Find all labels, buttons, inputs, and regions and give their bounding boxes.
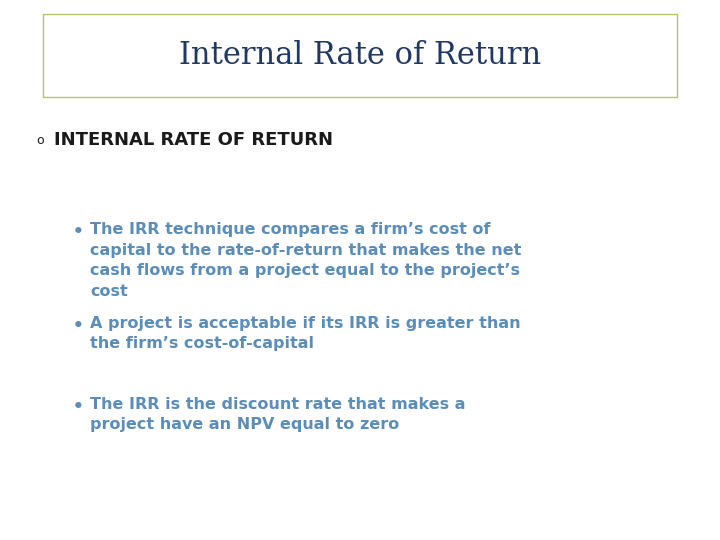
Text: Internal Rate of Return: Internal Rate of Return <box>179 40 541 71</box>
Text: •: • <box>71 316 84 336</box>
Text: •: • <box>71 397 84 417</box>
Text: o: o <box>36 134 43 147</box>
Text: INTERNAL RATE OF RETURN: INTERNAL RATE OF RETURN <box>54 131 333 150</box>
Text: •: • <box>71 222 84 242</box>
Text: A project is acceptable if its IRR is greater than
the firm’s cost-of-capital: A project is acceptable if its IRR is gr… <box>90 316 521 352</box>
Text: The IRR technique compares a firm’s cost of
capital to the rate-of-return that m: The IRR technique compares a firm’s cost… <box>90 222 521 299</box>
FancyBboxPatch shape <box>43 14 677 97</box>
Text: The IRR is the discount rate that makes a
project have an NPV equal to zero: The IRR is the discount rate that makes … <box>90 397 466 433</box>
